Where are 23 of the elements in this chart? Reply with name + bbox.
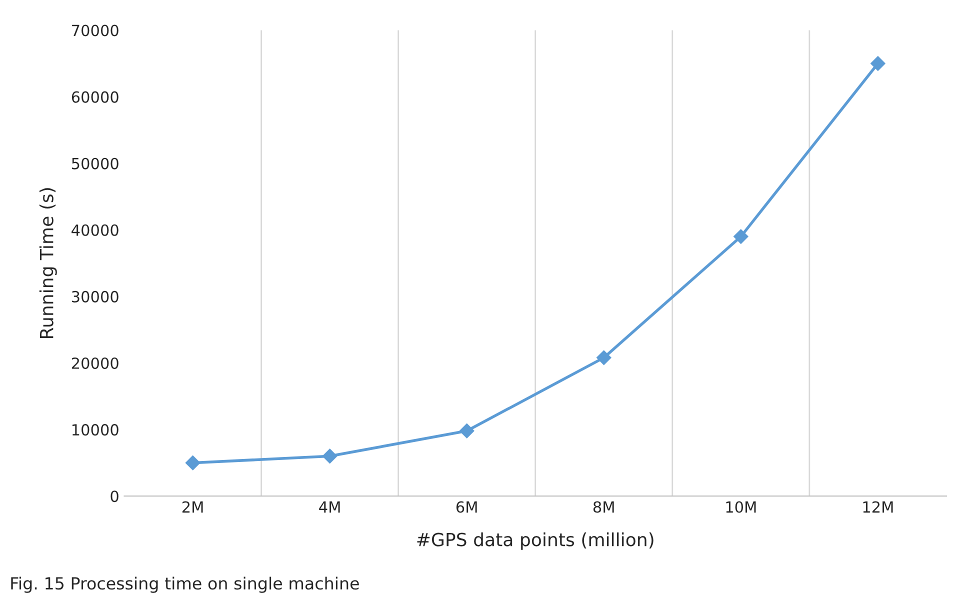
y-axis-title: Running Time (s) — [39, 188, 57, 338]
x-axis-title: #GPS data points (million) — [417, 532, 654, 550]
y-tick-label: 50000 — [72, 158, 118, 170]
x-tick-label: 2M — [182, 501, 203, 513]
point — [734, 229, 748, 244]
caption: Fig. 15 Processing time on single machine — [11, 576, 359, 593]
y-tick-label: 0 — [110, 490, 118, 502]
point — [870, 56, 886, 71]
x-tick-label: 6M — [456, 501, 477, 513]
x-tick-label: 12M — [863, 501, 893, 513]
point — [322, 448, 338, 464]
y-tick-label: 30000 — [72, 290, 118, 302]
x-tick-label: 10M — [726, 501, 756, 513]
y-tick-label: 70000 — [72, 24, 118, 36]
point — [185, 455, 200, 470]
point — [459, 423, 474, 438]
y-tick-label: 20000 — [72, 357, 118, 370]
x-tick-label: 4M — [319, 501, 340, 513]
x-tick-label: 8M — [593, 501, 614, 513]
y-tick-label: 40000 — [72, 224, 118, 236]
y-tick-label: 60000 — [72, 91, 118, 103]
y-tick-label: 10000 — [72, 424, 118, 436]
point — [596, 350, 612, 366]
